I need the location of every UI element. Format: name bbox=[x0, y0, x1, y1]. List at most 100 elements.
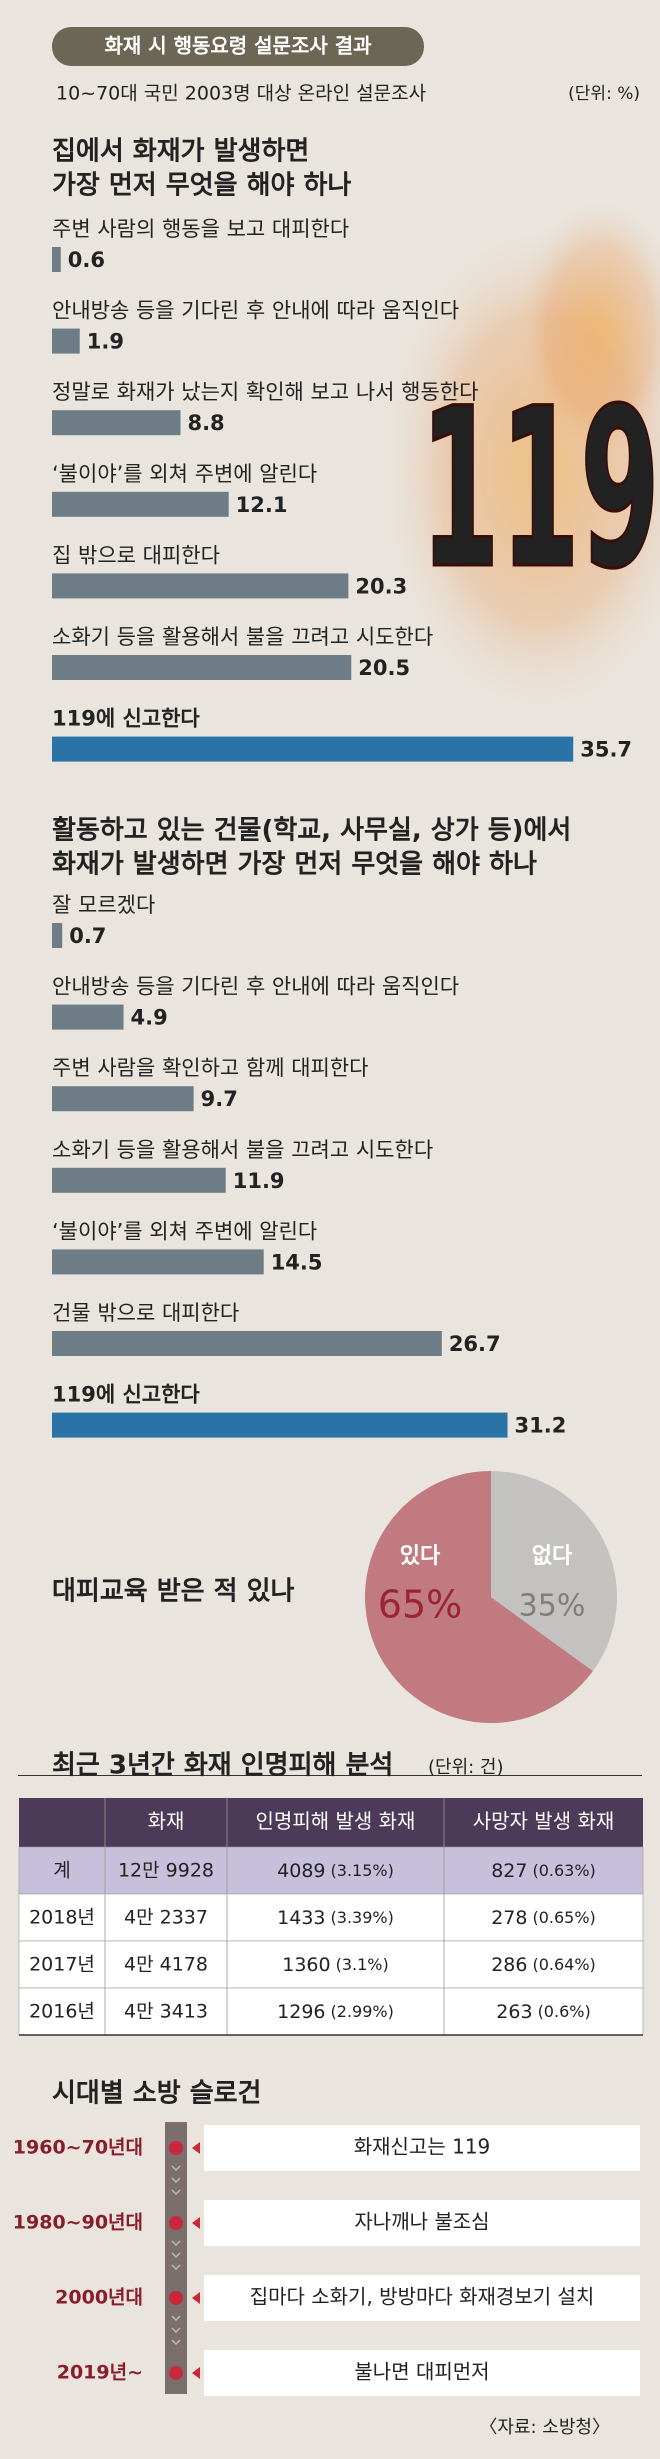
timeline-pointer bbox=[192, 2367, 200, 2379]
timeline-chevron bbox=[171, 2240, 181, 2247]
chart-title: 집에서 화재가 발생하면 bbox=[52, 137, 309, 167]
table-cell: 4만 2337 bbox=[124, 1907, 208, 1929]
cell-number: 827 bbox=[491, 1860, 527, 1882]
category-label: ‘불이야’를 외쳐 주변에 알린다 bbox=[52, 462, 317, 486]
cell-percent: (3.15%) bbox=[331, 1861, 394, 1880]
table-unit: (단위: 건) bbox=[428, 1757, 504, 1778]
bar bbox=[52, 491, 229, 517]
cell-percent: (3.1%) bbox=[336, 1955, 389, 1974]
timeline-pointer bbox=[192, 2292, 200, 2304]
value-label: 20.5 bbox=[358, 656, 410, 680]
table-title: 최근 3년간 화재 인명피해 분석 bbox=[52, 1751, 393, 1781]
bar bbox=[52, 1412, 508, 1438]
bar bbox=[52, 1331, 442, 1356]
category-label: 119에 신고한다 bbox=[52, 1383, 200, 1407]
value-label: 12.1 bbox=[236, 493, 288, 517]
category-label: ‘불이야’를 외쳐 주변에 알린다 bbox=[52, 1219, 317, 1243]
cell-percent: (0.6%) bbox=[538, 2002, 591, 2021]
header-title: 화재 시 행동요령 설문조사 결과 bbox=[104, 34, 372, 58]
slogan-box bbox=[204, 2200, 640, 2246]
table-cell: 1433 (3.39%) bbox=[277, 1907, 394, 1929]
value-label: 0.7 bbox=[69, 924, 106, 948]
chart-title: 가장 먼저 무엇을 해야 하나 bbox=[52, 171, 351, 201]
table-header-bg bbox=[19, 1798, 643, 1847]
timeline-dot bbox=[169, 2216, 183, 2230]
bar bbox=[52, 410, 181, 436]
cell-number: 263 bbox=[496, 2001, 532, 2023]
table-row-bg bbox=[18, 1987, 644, 2036]
subtitle: 10~70대 국민 2003명 대상 온라인 설문조사 bbox=[56, 83, 426, 105]
table-cell: 12만 9928 bbox=[118, 1860, 214, 1882]
value-label: 11.9 bbox=[233, 1169, 285, 1193]
bar bbox=[52, 923, 63, 948]
table-cell: 4만 4178 bbox=[124, 1954, 208, 1976]
table-cell: 286 (0.64%) bbox=[491, 1954, 596, 1976]
table-cell: 2017년 bbox=[29, 1954, 95, 1976]
table-header-cell: 화재 bbox=[148, 1809, 185, 1833]
cell-percent: (0.63%) bbox=[532, 1861, 595, 1880]
table-header-cell: 인명피해 발생 화재 bbox=[256, 1809, 416, 1833]
value-label: 9.7 bbox=[201, 1087, 238, 1111]
table-cell: 2016년 bbox=[29, 2001, 95, 2023]
category-label: 소화기 등을 활용해서 불을 끄려고 시도한다 bbox=[52, 625, 433, 649]
category-label: 119에 신고한다 bbox=[52, 707, 200, 731]
table-cell: 계 bbox=[53, 1860, 70, 1882]
rule bbox=[18, 1775, 642, 1776]
cell-number: 1296 bbox=[277, 2001, 325, 2023]
timeline-title: 시대별 소방 슬로건 bbox=[52, 2079, 261, 2109]
bar bbox=[52, 1086, 194, 1112]
value-label: 4.9 bbox=[131, 1006, 168, 1030]
bar bbox=[52, 655, 352, 680]
cell-percent: (2.99%) bbox=[331, 2002, 394, 2021]
timeline-chevron bbox=[171, 2252, 181, 2259]
bar bbox=[52, 573, 349, 599]
timeline-pointer bbox=[192, 2142, 200, 2154]
cell-number: 286 bbox=[491, 1954, 527, 1976]
slice-label: 있다 bbox=[400, 1544, 441, 1569]
slogan-box bbox=[204, 2350, 640, 2396]
value-label: 20.3 bbox=[355, 574, 407, 598]
timeline-chevron bbox=[171, 2165, 181, 2172]
table-row-bg bbox=[18, 1940, 644, 1989]
category-label: 안내방송 등을 기다린 후 안내에 따라 움직인다 bbox=[52, 975, 459, 999]
category-label: 안내방송 등을 기다린 후 안내에 따라 움직인다 bbox=[52, 299, 459, 323]
timeline-slogan: 불나면 대피먼저 bbox=[354, 2360, 489, 2384]
slice-value: 65% bbox=[378, 1583, 462, 1627]
timeline-era: 2019년~ bbox=[57, 2362, 143, 2384]
value-label: 1.9 bbox=[87, 330, 124, 354]
timeline-slogan: 집마다 소화기, 방방마다 화재경보기 설치 bbox=[250, 2285, 595, 2309]
timeline-chevron bbox=[171, 2339, 181, 2346]
table-cell: 827 (0.63%) bbox=[491, 1860, 596, 1882]
category-label: 집 밖으로 대피한다 bbox=[52, 543, 220, 567]
pie-slice bbox=[365, 1471, 593, 1723]
header-pill bbox=[52, 27, 424, 66]
table-row-bg bbox=[18, 1846, 644, 1895]
cell-number: 278 bbox=[491, 1907, 527, 1929]
timeline-chevron bbox=[171, 2177, 181, 2184]
slogan-box bbox=[204, 2125, 640, 2171]
slice-label: 없다 bbox=[532, 1544, 573, 1569]
value-label: 14.5 bbox=[271, 1250, 323, 1274]
timeline-chevron bbox=[171, 2264, 181, 2271]
cell-number: 4089 bbox=[277, 1860, 325, 1882]
category-label: 정말로 화재가 났는지 확인해 보고 나서 행동한다 bbox=[52, 380, 478, 404]
fire-glow bbox=[510, 190, 660, 470]
cell-percent: (0.64%) bbox=[532, 1955, 595, 1974]
table-row-bg bbox=[18, 1893, 644, 1942]
value-label: 31.2 bbox=[515, 1414, 567, 1438]
source: 〈자료: 소방청〉 bbox=[479, 2417, 610, 2438]
value-label: 26.7 bbox=[449, 1332, 501, 1356]
category-label: 주변 사람을 확인하고 함께 대피한다 bbox=[52, 1056, 369, 1080]
category-label: 소화기 등을 활용해서 불을 끄려고 시도한다 bbox=[52, 1138, 433, 1162]
bar bbox=[52, 1249, 264, 1275]
bar bbox=[52, 328, 80, 354]
value-label: 8.8 bbox=[187, 411, 224, 435]
timeline-era: 1980~90년대 bbox=[13, 2212, 143, 2234]
unit: (단위: %) bbox=[568, 84, 640, 104]
bar bbox=[52, 1004, 124, 1030]
table-header-cell: 사망자 발생 화재 bbox=[473, 1809, 615, 1833]
table-cell: 4089 (3.15%) bbox=[277, 1860, 394, 1882]
timeline-dot bbox=[169, 2141, 183, 2155]
slogan-box bbox=[204, 2275, 640, 2321]
